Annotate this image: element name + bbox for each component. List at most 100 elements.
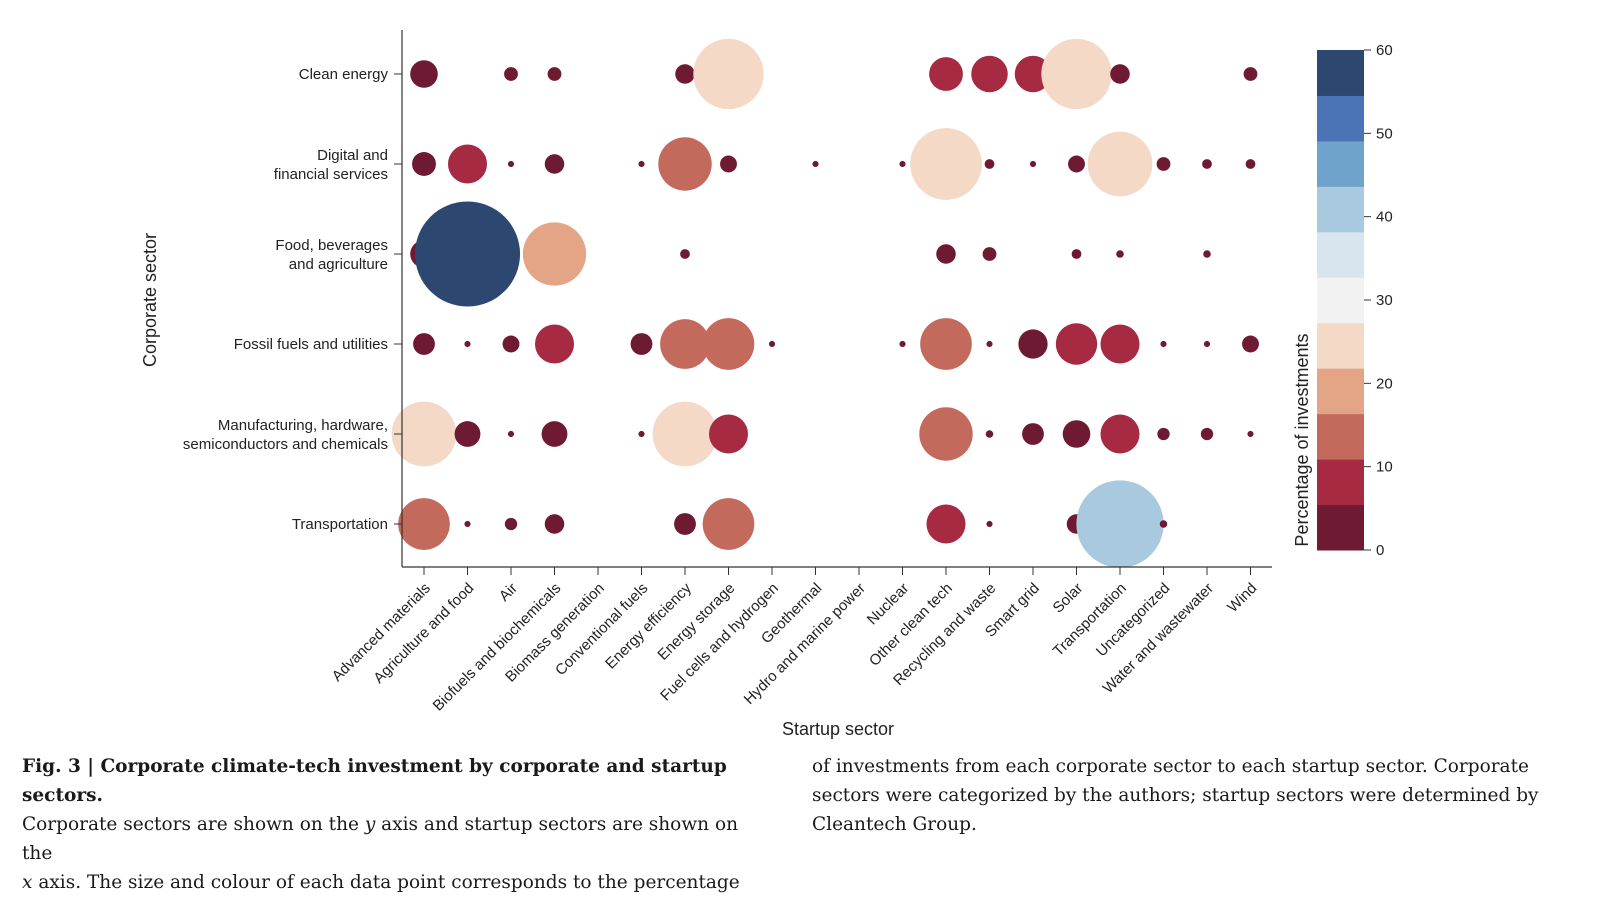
bubble (1110, 64, 1130, 84)
bubble (638, 160, 645, 168)
bubble (398, 498, 450, 550)
bubble (1200, 427, 1214, 441)
bubble (1029, 160, 1037, 168)
bubble (544, 514, 565, 534)
y-tick-label: financial services (274, 166, 388, 183)
colorbar-tick-label: 20 (1376, 375, 1393, 392)
bubble-chart: Clean energy Digital and financial service… (140, 30, 1393, 739)
x-tick-label: Solar (1050, 580, 1087, 617)
y-tick-label: Manufacturing, hardware, (218, 417, 388, 434)
x-tick-label: Air (496, 580, 521, 605)
bubble (1076, 480, 1164, 568)
bubble (544, 154, 565, 174)
caption-text-3: axis. The size and colour of each data p… (32, 872, 740, 893)
bubble (919, 407, 973, 461)
bubble (504, 517, 518, 531)
bubble (1159, 520, 1168, 528)
bubble (1203, 340, 1211, 348)
bubble-layer (391, 38, 1259, 568)
bubble (708, 414, 749, 454)
bubble (1100, 414, 1140, 454)
bubble (413, 333, 435, 355)
colorbar-segment (1317, 504, 1364, 551)
bubble (1055, 323, 1098, 365)
bubble (1160, 340, 1167, 348)
bubble (1041, 38, 1112, 110)
bubble (502, 335, 520, 353)
caption-y-var: y (364, 814, 376, 835)
bubble (702, 498, 755, 550)
bubble (507, 160, 515, 168)
colorbar-segment (1317, 277, 1364, 324)
bubble (660, 319, 710, 369)
bubble (929, 57, 963, 91)
bubble (652, 401, 718, 467)
bubble (1157, 427, 1170, 441)
bubble (414, 201, 521, 307)
bubble (1018, 329, 1048, 359)
bubble (547, 67, 562, 81)
bubble (984, 159, 995, 169)
y-tick-label: Food, beverages (275, 237, 388, 254)
y-tick-label: Fossil fuels and utilities (234, 336, 388, 353)
bubble (630, 333, 653, 355)
bubble (1087, 131, 1153, 197)
colorbar-segment (1317, 231, 1364, 278)
bubble (464, 340, 471, 348)
bubble (410, 60, 438, 88)
colorbar-segment (1317, 50, 1364, 96)
bubble (1068, 155, 1085, 173)
bubble (899, 160, 906, 168)
y-tick-label: Clean energy (299, 66, 389, 83)
bubble (1203, 250, 1211, 258)
bubble (971, 55, 1008, 93)
bubble (702, 318, 755, 370)
bubble (412, 152, 436, 176)
colorbar-segment (1317, 140, 1364, 187)
x-axis-title: Startup sector (782, 719, 894, 739)
bubble (464, 520, 471, 528)
bubble (658, 137, 712, 191)
bubble (986, 340, 993, 348)
bubble (899, 340, 906, 348)
colorbar-segment (1317, 459, 1364, 506)
bubble (1014, 55, 1052, 93)
bubble (534, 324, 575, 364)
bubble (447, 144, 488, 184)
colorbar-tick-label: 10 (1376, 459, 1393, 476)
x-tick-label: Energy storage (654, 580, 738, 664)
bubble (638, 430, 645, 438)
colorbar-segment (1317, 186, 1364, 233)
x-tick-label: Wind (1224, 580, 1260, 616)
y-axis-ticks: Clean energy Digital and financial service… (183, 66, 402, 533)
caption-text-2: axis and startup sectors are shown on th… (22, 814, 738, 864)
bubble (504, 67, 518, 81)
bubble (1022, 423, 1044, 445)
y-axis-title: Corporate sector (140, 233, 160, 367)
y-tick-label: Digital and (317, 147, 388, 164)
y-tick-label: Transportation (292, 516, 388, 533)
caption-text-1: Corporate sectors are shown on the (22, 814, 365, 835)
bubble (507, 430, 515, 438)
bubble (926, 504, 966, 544)
bubble (1245, 159, 1256, 169)
bubble (1243, 67, 1258, 81)
caption-x-var: x (22, 872, 33, 893)
figure-caption-right: of investments from each corporate secto… (812, 756, 1539, 835)
bubble (693, 38, 764, 110)
bubble (1062, 420, 1091, 448)
colorbar-tick-label: 0 (1376, 542, 1384, 559)
bubble (910, 128, 982, 200)
bubble (680, 249, 690, 259)
bubble (1100, 324, 1140, 364)
bubble (936, 244, 956, 264)
bubble (1202, 159, 1212, 169)
colorbar-tick-label: 50 (1376, 125, 1393, 142)
bubble (1247, 430, 1254, 438)
bubble (768, 340, 776, 348)
bubble (522, 222, 587, 286)
y-tick-label: and agriculture (289, 256, 388, 273)
bubble (1116, 250, 1124, 258)
caption-title: Fig. 3 | Corporate climate-tech investme… (22, 756, 727, 806)
y-tick-label: semiconductors and chemicals (183, 436, 388, 453)
